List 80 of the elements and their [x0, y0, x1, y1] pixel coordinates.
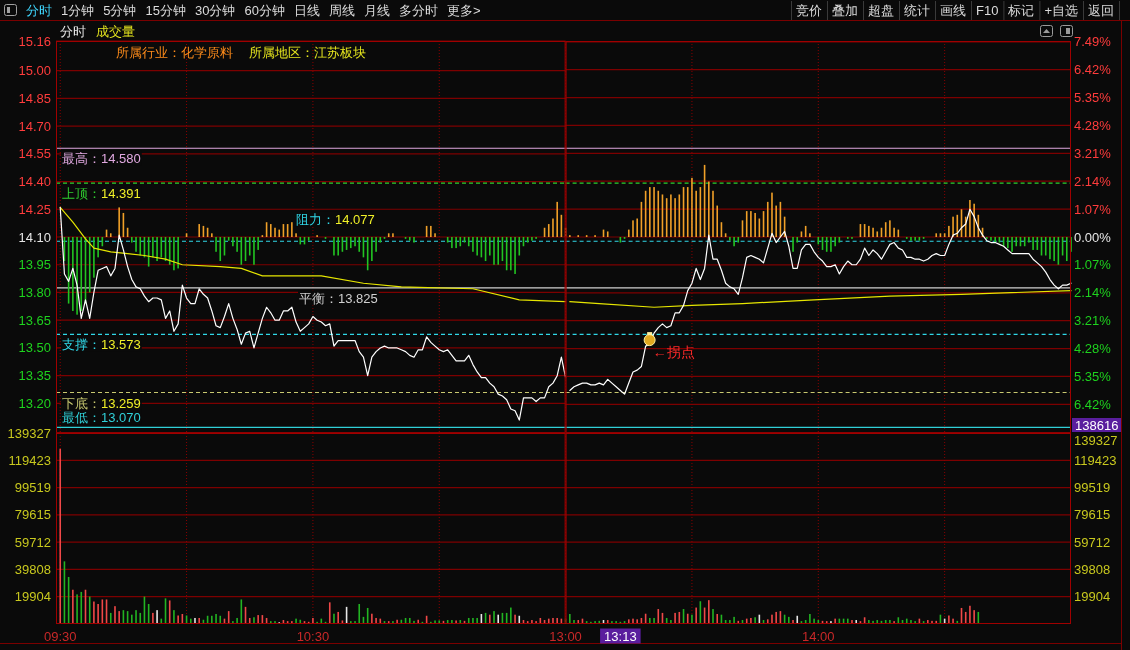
y-tick-label: 119423	[8, 452, 51, 468]
text: 多分时	[398, 3, 438, 18]
y2-tick-label: 2.14%	[1074, 285, 1112, 301]
x-tick-label: 10:30	[296, 628, 330, 644]
ref-line-label: 支撑：13.573	[62, 336, 141, 352]
text: 返回	[1088, 3, 1114, 18]
y2-tick-label: 6.42%	[1074, 62, 1112, 78]
text: 日线	[293, 3, 320, 18]
y-tick-label: 59712	[14, 534, 51, 550]
text: +自选	[1044, 3, 1078, 18]
y2-tick-label: 7.49%	[1074, 34, 1112, 50]
y-tick-label: 14.25	[18, 201, 51, 217]
y2-tick-label: 99519	[1074, 480, 1111, 496]
y2-tick-label: 139327	[1074, 433, 1118, 448]
y-tick-label: 13.65	[18, 312, 51, 328]
text: 分时	[26, 3, 52, 18]
chart-title: 分时	[60, 23, 86, 39]
y2-tick-label: 4.28%	[1074, 341, 1112, 357]
y-tick-label: 13.80	[18, 284, 51, 300]
text: 标记	[1007, 3, 1035, 18]
y2-tick-label: 19904	[1074, 589, 1111, 605]
text: 1分钟	[61, 3, 95, 18]
y-tick-label: 14.40	[18, 174, 51, 190]
y-tick-label: 15.00	[18, 63, 51, 79]
text: 月线	[363, 3, 390, 18]
x-tick-label: 13:00	[549, 628, 582, 644]
chart-subtitle: 成交量	[96, 23, 135, 39]
y-tick-label: 13.95	[18, 257, 51, 273]
x-tick-label: 09:30	[43, 628, 77, 644]
y2-tick-label: 1.07%	[1074, 201, 1112, 217]
y-tick-label: 39808	[14, 561, 51, 577]
text: 超盘	[868, 3, 894, 18]
text: 统计	[904, 3, 930, 18]
y-tick-label: 15.16	[18, 33, 51, 49]
text: 竞价	[796, 3, 822, 18]
y2-tick-label: 5.35%	[1074, 368, 1112, 384]
text: 更多>	[446, 3, 481, 18]
ref-line-label: 下底：13.259	[62, 395, 141, 411]
text: 60分钟	[244, 3, 285, 18]
y2-tick-label: 2.14%	[1074, 173, 1112, 189]
annotation: 所属地区：江苏板块	[249, 44, 366, 60]
text: 138616	[1075, 417, 1119, 433]
y-tick-label: 13.50	[18, 340, 51, 356]
text: 画线	[940, 3, 966, 18]
y2-tick-label: 39808	[1074, 561, 1111, 577]
y-tick-label: 19904	[14, 589, 51, 605]
y2-tick-label: 1.07%	[1074, 257, 1112, 273]
y-tick-label: 13.20	[18, 395, 51, 411]
y-tick-label: 13.35	[18, 368, 51, 384]
y2-tick-label: 3.21%	[1074, 313, 1112, 329]
ref-line-label: 上顶：14.391	[62, 185, 141, 201]
text: 30分钟	[194, 3, 236, 18]
y2-tick-label: 119423	[1074, 452, 1117, 468]
ref-line-label: 阻力：14.077	[296, 211, 375, 227]
x-tick-label: 14:00	[802, 628, 835, 644]
annotation: 所属行业：化学原料	[116, 44, 233, 60]
text: 5分钟	[103, 3, 137, 18]
y-tick-label: 139327	[7, 425, 51, 441]
y2-tick-label: 5.35%	[1074, 90, 1112, 106]
y2-tick-label: 0.00%	[1074, 229, 1112, 245]
y-tick-label: 79615	[14, 507, 51, 523]
ref-line-label: 平衡：13.825	[299, 290, 378, 306]
text: F10	[976, 3, 999, 18]
y-tick-label: 14.55	[18, 146, 51, 162]
y-tick-label: 14.70	[18, 118, 51, 134]
ref-line-label: 最低：13.070	[62, 409, 141, 425]
ref-line-label: 最高：14.580	[62, 150, 141, 166]
y-tick-label: 99519	[14, 480, 51, 496]
y2-tick-label: 6.42%	[1074, 396, 1112, 412]
text: 叠加	[832, 3, 858, 18]
y-tick-label: 14.85	[18, 90, 51, 106]
annotation: ←拐点	[652, 344, 695, 361]
x-tick-label: 13:13	[604, 628, 637, 644]
y2-tick-label: 4.28%	[1074, 117, 1112, 133]
y-tick-label: 14.10	[18, 229, 51, 245]
y2-tick-label: 59712	[1074, 534, 1111, 550]
text: 周线	[328, 3, 355, 18]
y2-tick-label: 3.21%	[1074, 145, 1112, 161]
y2-tick-label: 79615	[1074, 507, 1111, 523]
text: 15分钟	[145, 3, 186, 18]
